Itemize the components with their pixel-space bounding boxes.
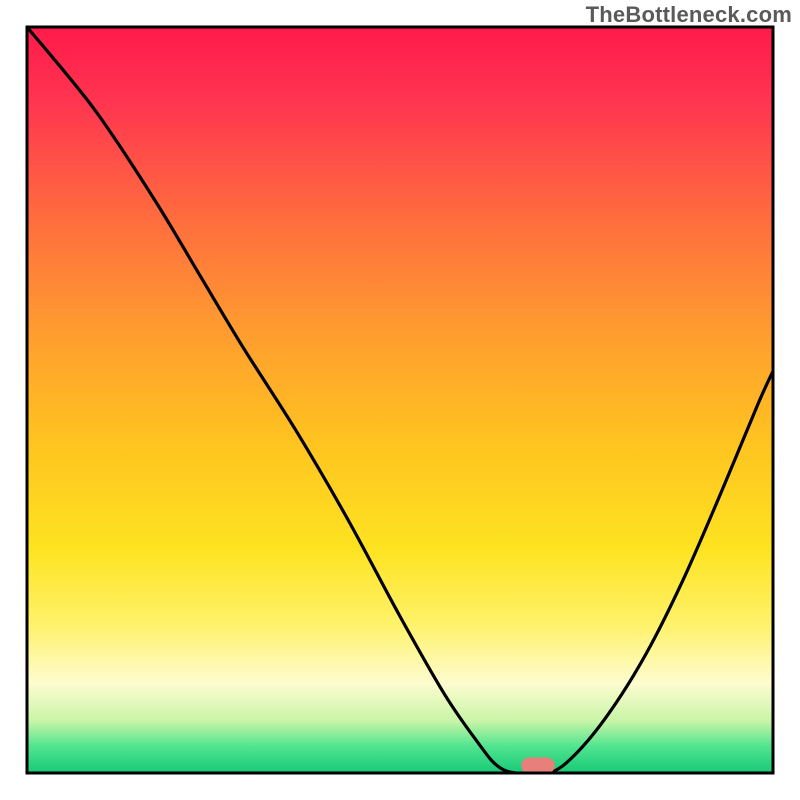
bottleneck-curve-chart bbox=[0, 0, 800, 800]
gradient-background bbox=[27, 27, 773, 773]
watermark-text: TheBottleneck.com bbox=[586, 2, 792, 28]
optimal-point-marker bbox=[521, 757, 555, 773]
chart-container: TheBottleneck.com bbox=[0, 0, 800, 800]
